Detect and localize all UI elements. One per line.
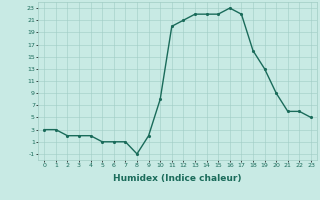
X-axis label: Humidex (Indice chaleur): Humidex (Indice chaleur) [113, 174, 242, 183]
